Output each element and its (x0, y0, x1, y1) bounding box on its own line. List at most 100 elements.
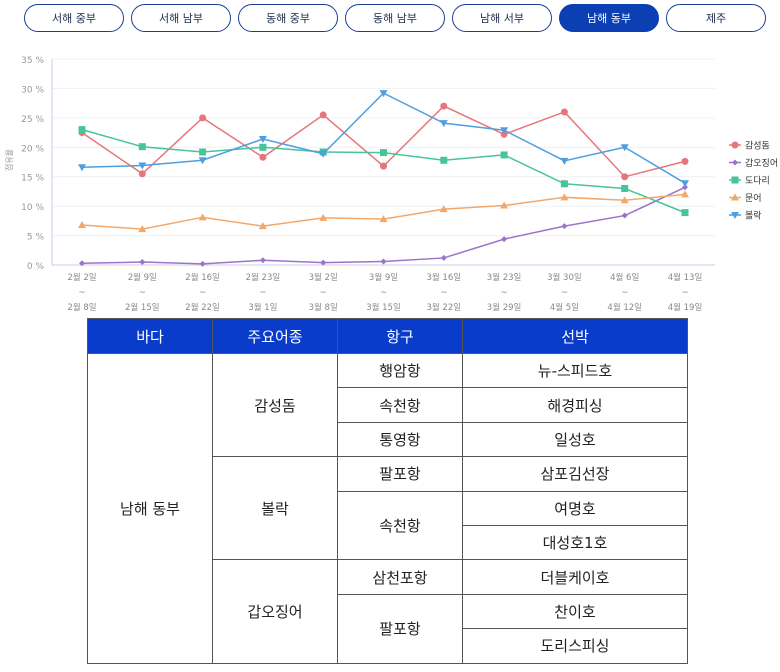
boat-cell: 더블케이호 (462, 559, 688, 595)
port-cell: 팔포항 (337, 456, 463, 492)
header-species: 주요어종 (212, 318, 338, 354)
table-row: 남해 동부 감성돔 행암항 뉴-스피드호 (87, 352, 688, 664)
port-cell: 행암항 (337, 352, 463, 389)
series-line (81, 128, 686, 214)
tab-region[interactable]: 남해 동부 (559, 4, 659, 32)
x-tick-label: 3월 1일 (248, 302, 277, 313)
data-point (561, 223, 568, 230)
x-tick-label: ~ (139, 288, 146, 298)
header-sea: 바다 (87, 318, 213, 354)
x-tick-label: 3월 29일 (487, 302, 522, 313)
data-point (500, 151, 508, 159)
data-point (439, 120, 448, 128)
x-tick-label: 2월 23일 (246, 272, 281, 283)
x-tick-label: ~ (199, 288, 206, 298)
data-point (199, 114, 207, 122)
data-point (440, 102, 448, 110)
data-point (79, 260, 85, 267)
x-tick-label: ~ (320, 288, 327, 298)
x-tick-label: 3월 8일 (309, 302, 338, 313)
port-cell: 통영항 (337, 421, 463, 458)
x-tick-label: 4월 19일 (668, 302, 703, 313)
table-row: 볼락 팔포항 삼포김선장 (88, 456, 688, 561)
x-tick-label: 2월 16일 (185, 272, 220, 283)
data-point (138, 143, 146, 151)
data-point (500, 201, 509, 209)
data-point (259, 143, 267, 151)
x-tick-label: 2월 15일 (125, 302, 160, 313)
tab-region[interactable]: 동해 남부 (345, 4, 445, 32)
x-tick-label: ~ (78, 288, 85, 298)
boat-cell: 뉴-스피드호 (462, 352, 688, 389)
header-port: 항구 (337, 318, 463, 354)
data-point (560, 108, 568, 116)
x-tick-label: ~ (440, 288, 447, 298)
data-point (440, 254, 447, 261)
boat-cell: 삼포김선장 (462, 456, 688, 492)
data-point (199, 148, 207, 156)
species-cell: 갑오징어 (212, 559, 338, 664)
data-point (319, 111, 327, 119)
data-point (78, 164, 86, 172)
tab-region[interactable]: 서해 남부 (131, 4, 231, 32)
table-row: 속천항 여명호 (88, 490, 688, 561)
tab-region[interactable]: 제주 (666, 4, 766, 32)
legend-label: 갑오징어 (745, 157, 778, 169)
table-header: 바다 주요어종 항구 선박 (87, 318, 688, 354)
legend-marker (732, 159, 738, 166)
x-tick-label: 2월 9일 (128, 272, 157, 283)
data-point (198, 157, 207, 165)
table-row: 대성호1호 (88, 524, 688, 561)
x-tick-label: 3월 22일 (427, 302, 462, 313)
table-row: 통영항 일성호 (88, 421, 688, 458)
data-point (501, 236, 508, 243)
x-tick-label: ~ (259, 288, 266, 298)
data-point (621, 173, 629, 181)
y-tick-label: 10 % (21, 203, 44, 213)
x-tick-label: 3월 30일 (547, 272, 582, 283)
data-point (681, 157, 689, 165)
boat-cell: 도리스피싱 (462, 628, 688, 664)
y-tick-label: 35 % (21, 56, 44, 66)
data-point (621, 184, 629, 192)
x-tick-label: 4월 12일 (607, 302, 642, 313)
boat-cell: 일성호 (462, 421, 688, 458)
x-tick-label: ~ (681, 288, 688, 298)
port-cell: 팔포항 (337, 593, 463, 664)
data-point (620, 144, 629, 152)
y-tick-label: 5 % (27, 233, 45, 243)
x-tick-label: 2월 8일 (67, 302, 96, 313)
data-point (500, 127, 509, 135)
data-point (78, 126, 86, 134)
x-tick-label: 3월 23일 (487, 272, 522, 283)
data-point (258, 136, 267, 144)
boat-table: 바다 주요어종 항구 선박 남해 동부 감성돔 행암항 뉴-스피드호 속천항 해… (87, 318, 688, 664)
data-point (198, 213, 207, 221)
species-cell: 볼락 (212, 456, 338, 561)
y-tick-label: 25 % (21, 115, 44, 125)
data-point (560, 157, 569, 165)
legend-label: 감성돔 (745, 140, 770, 152)
data-point (682, 184, 688, 191)
x-tick-label: 2월 22일 (185, 302, 220, 313)
port-cell: 삼천포항 (337, 559, 463, 595)
data-point (138, 162, 147, 170)
tab-region[interactable]: 남해 서부 (452, 4, 552, 32)
table-row: 도리스피싱 (88, 628, 688, 664)
data-point (139, 259, 146, 266)
tab-region[interactable]: 서해 중부 (24, 4, 124, 32)
legend-label: 문어 (745, 193, 762, 204)
data-point (319, 213, 328, 221)
data-point (681, 209, 689, 217)
data-point (138, 225, 147, 233)
x-tick-label: 2월 2일 (67, 272, 96, 283)
species-cell: 감성돔 (212, 352, 338, 458)
data-point (78, 220, 86, 228)
y-tick-label: 0 % (27, 262, 45, 272)
data-point (380, 258, 387, 265)
x-tick-label: 3월 15일 (366, 302, 401, 313)
x-tick-label: 4월 5일 (550, 302, 579, 313)
table-row: 속천항 해경피싱 (88, 387, 688, 423)
tab-region[interactable]: 동해 중부 (238, 4, 338, 32)
x-tick-label: ~ (501, 288, 508, 298)
